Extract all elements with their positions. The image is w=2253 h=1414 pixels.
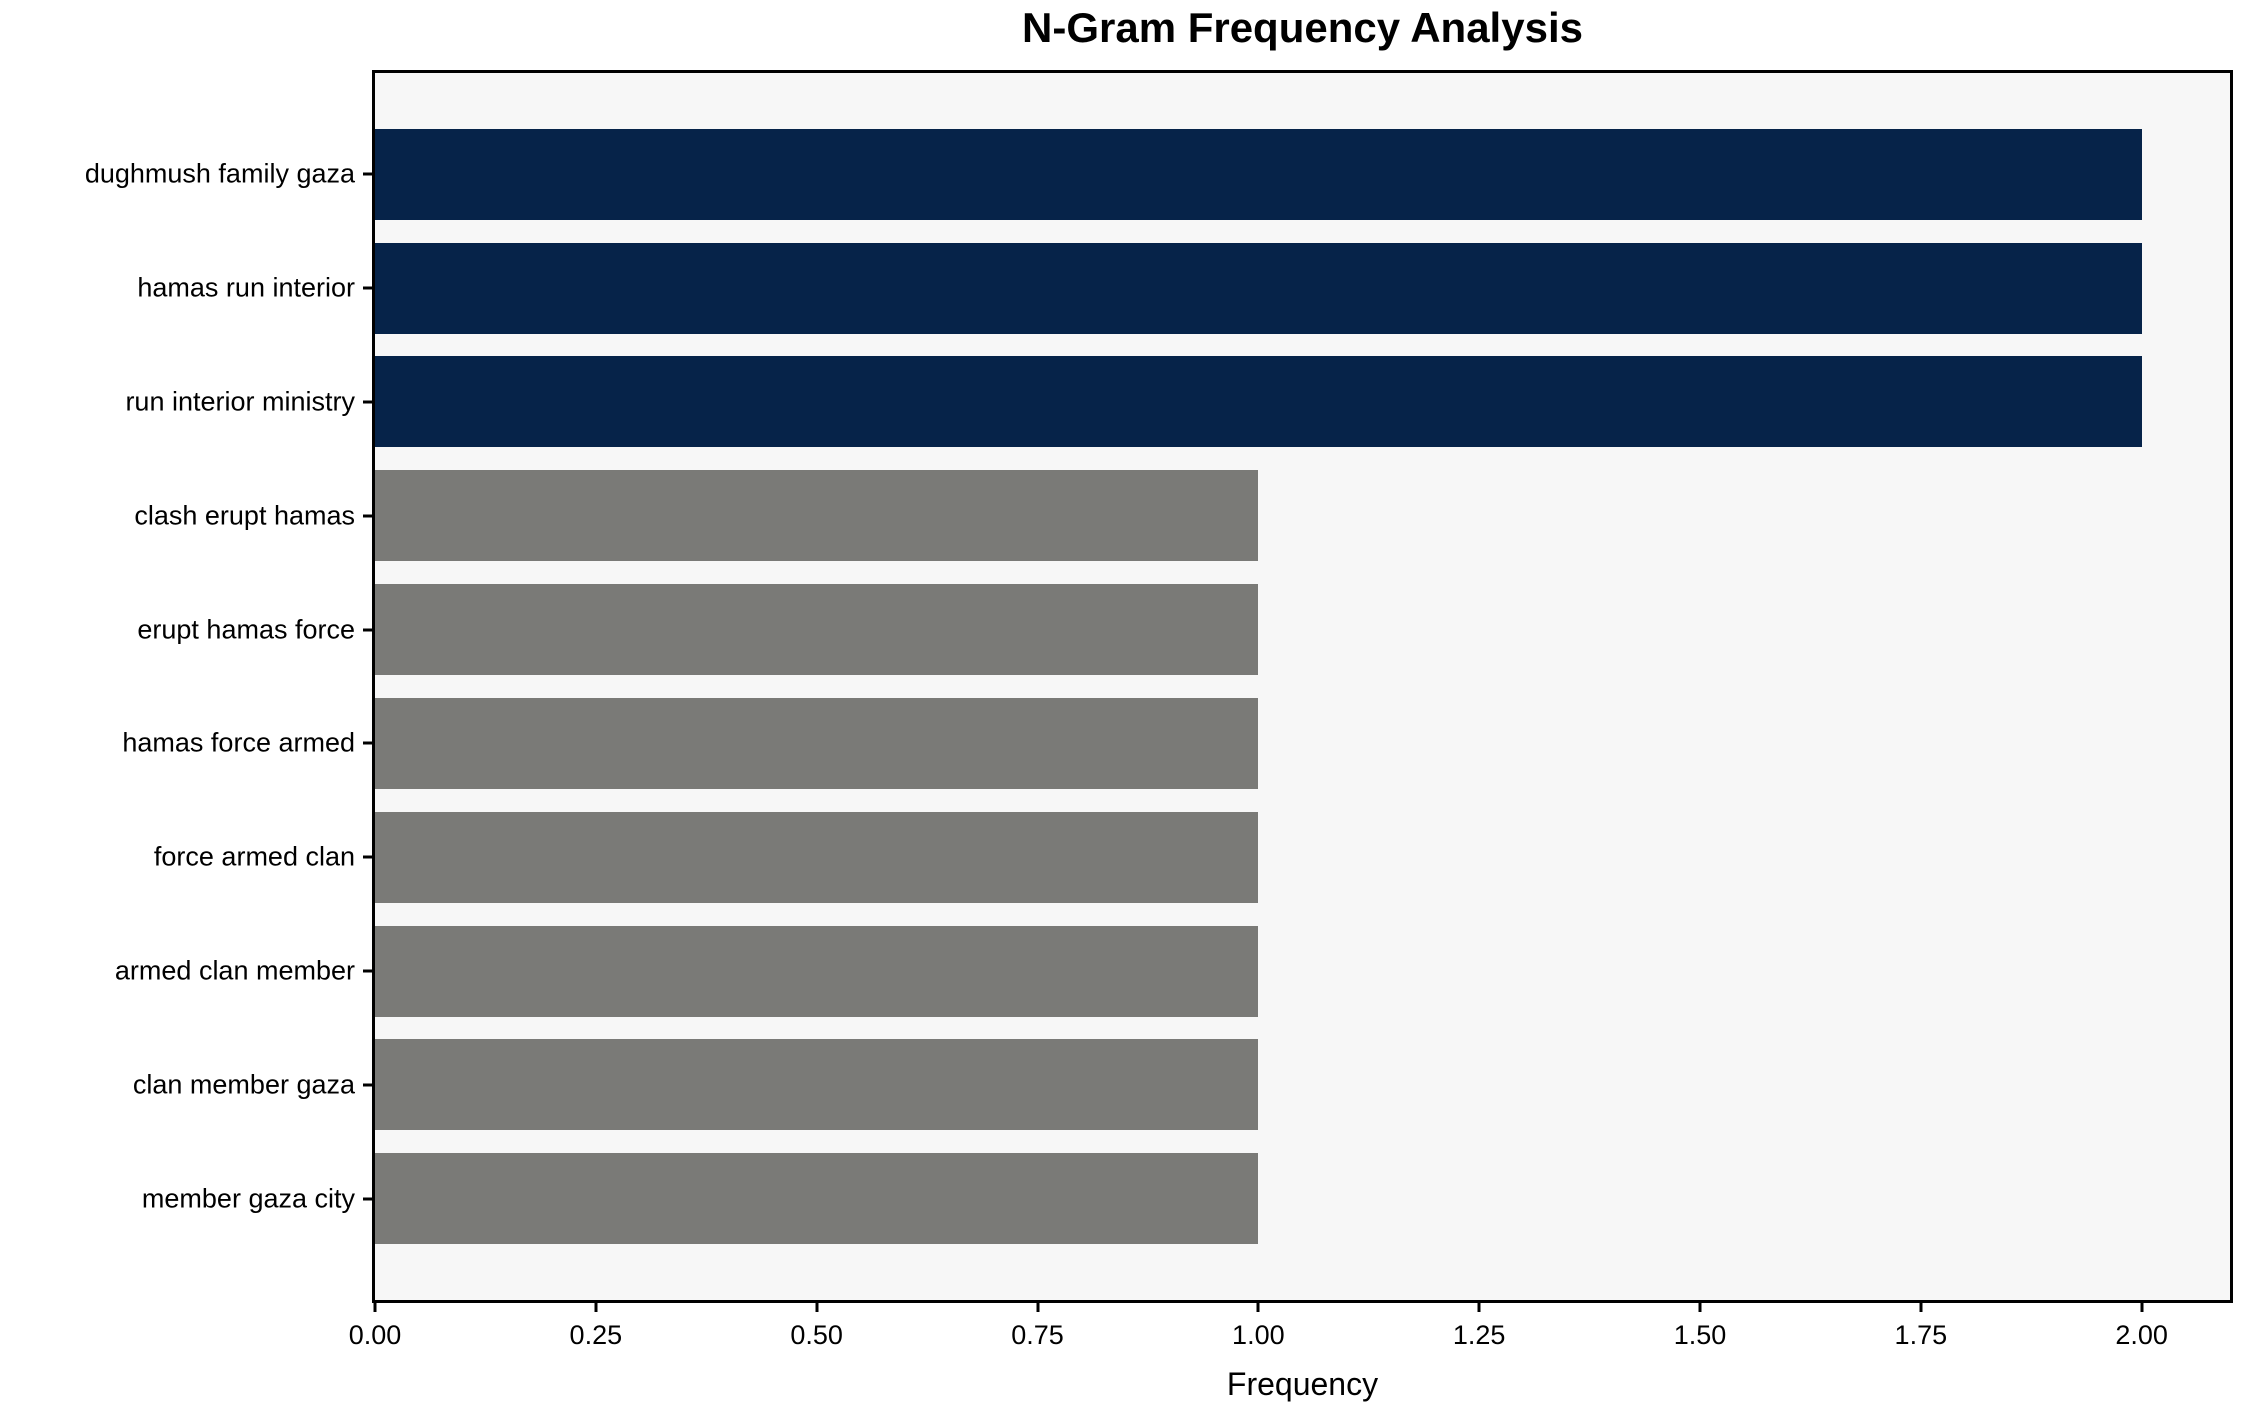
bar-armed-clan-member bbox=[375, 925, 1259, 1017]
x-tick-mark bbox=[1036, 1300, 1039, 1312]
y-tick-label-hamas-force-armed: hamas force armed bbox=[122, 727, 355, 758]
x-axis-title: Frequency bbox=[1226, 1366, 1379, 1402]
y-tick-label-clan-member-gaza: clan member gaza bbox=[132, 1069, 355, 1100]
y-tick-label-erupt-hamas-force: erupt hamas force bbox=[137, 614, 355, 645]
x-tick-mark bbox=[815, 1300, 819, 1312]
x-tick-label-0.25: 0.25 bbox=[569, 1320, 623, 1350]
y-tick-label-hamas-run-interior: hamas run interior bbox=[137, 272, 355, 303]
bar-clash-erupt-hamas bbox=[375, 470, 1259, 562]
bar-force-armed-clan bbox=[375, 811, 1259, 903]
x-tick-label-1.25: 1.25 bbox=[1452, 1320, 1506, 1350]
bar-hamas-run-interior bbox=[375, 242, 2142, 334]
bar-member-gaza-city bbox=[375, 1153, 1259, 1245]
bar-run-interior-ministry bbox=[375, 356, 2142, 448]
y-tick-mark bbox=[363, 1197, 375, 1201]
x-tick-mark bbox=[594, 1300, 598, 1312]
plot-area: dughmush family gaza hamas run interior ru… bbox=[85, 70, 2233, 1350]
y-tick-label-dughmush-family-gaza: dughmush family gaza bbox=[84, 158, 355, 189]
y-tick-mark bbox=[363, 741, 375, 745]
x-tick-mark bbox=[1256, 1300, 1260, 1312]
x-tick-mark bbox=[1698, 1300, 1702, 1312]
x-tick-mark bbox=[2140, 1300, 2144, 1312]
y-tick-mark bbox=[363, 1083, 375, 1087]
x-tick-label-1.50: 1.50 bbox=[1673, 1320, 1727, 1350]
x-tick-mark bbox=[1477, 1300, 1481, 1312]
chart-title: N-Gram Frequency Analysis bbox=[1022, 4, 1583, 51]
x-tick-label-2.00: 2.00 bbox=[2115, 1320, 2168, 1350]
y-tick-mark bbox=[363, 628, 375, 632]
x-tick-label-0.00: 0.00 bbox=[348, 1320, 402, 1350]
y-tick-mark bbox=[363, 286, 375, 290]
y-tick-mark bbox=[363, 855, 375, 859]
bar-erupt-hamas-force bbox=[375, 584, 1259, 676]
x-tick-label-1.75: 1.75 bbox=[1894, 1320, 1948, 1350]
y-tick-label-armed-clan-member: armed clan member bbox=[114, 955, 355, 986]
y-tick-mark bbox=[363, 400, 375, 404]
y-tick-mark bbox=[363, 172, 375, 176]
y-tick-label-run-interior-ministry: run interior ministry bbox=[125, 386, 355, 417]
bar-hamas-force-armed bbox=[375, 697, 1259, 789]
bar-dughmush-family-gaza bbox=[375, 128, 2142, 220]
x-tick-label-1.00: 1.00 bbox=[1232, 1320, 1285, 1350]
y-tick-label-force-armed-clan: force armed clan bbox=[153, 841, 355, 872]
x-tick-label-0.50: 0.50 bbox=[790, 1320, 843, 1350]
y-tick-mark bbox=[363, 514, 375, 518]
x-tick-label-0.75: 0.75 bbox=[1011, 1320, 1064, 1350]
y-tick-label-member-gaza-city: member gaza city bbox=[141, 1183, 355, 1214]
y-tick-label-clash-erupt-hamas: clash erupt hamas bbox=[134, 500, 355, 531]
bar-clan-member-gaza bbox=[375, 1039, 1259, 1131]
x-tick-mark bbox=[1919, 1300, 1923, 1312]
y-tick-mark bbox=[363, 969, 375, 973]
x-tick-mark bbox=[373, 1300, 377, 1312]
